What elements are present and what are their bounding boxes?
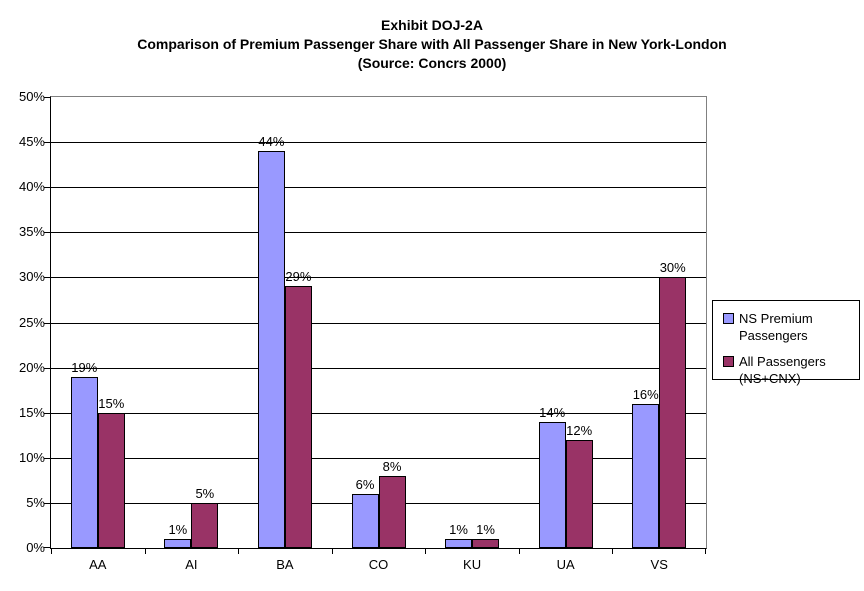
x-axis-category-label: VS	[650, 557, 668, 572]
bar-all-passengers-co	[378, 475, 406, 548]
gridline	[51, 277, 706, 279]
legend-entry-ns-premium: NS Premium Passengers	[723, 310, 855, 344]
bar-all-passengers-ku	[472, 538, 500, 548]
bar-ns-premium-co	[351, 493, 379, 548]
gridline	[51, 187, 706, 189]
bar-ns-premium-ua	[538, 421, 566, 548]
y-axis-tick-label: 10%	[18, 449, 45, 465]
bar-value-label-all-passengers-ua: 12%	[566, 422, 593, 438]
bar-value-label-all-passengers-aa: 15%	[98, 395, 125, 411]
y-axis-tick-label: 20%	[18, 359, 45, 375]
y-axis-tick	[44, 232, 50, 234]
y-axis-tick-label: 5%	[26, 494, 45, 510]
x-axis-category-label: UA	[556, 557, 575, 572]
bar-all-passengers-ai	[191, 502, 219, 548]
x-axis-tick	[145, 548, 146, 554]
gridline	[51, 322, 706, 324]
y-axis-tick	[44, 412, 50, 414]
x-axis-category-label: AI	[185, 557, 198, 572]
plot-area: 0% 5% 10% 15% 20% 25% 30% 35% 40% 45% 50% AA AI BA CO K…	[19, 89, 707, 572]
bar-value-label-all-passengers-ba: 29%	[285, 269, 312, 285]
gridline	[51, 367, 706, 369]
y-axis-tick	[44, 142, 50, 144]
legend-entry-all-passengers: All Passengers (NS+CNX)	[723, 353, 855, 387]
x-axis-tick	[238, 548, 239, 554]
bar-all-passengers-vs	[659, 277, 687, 548]
y-axis-tick-label: 15%	[18, 404, 45, 420]
bar-value-label-ns-premium-co: 6%	[355, 476, 375, 492]
y-axis-tick-label: 45%	[18, 134, 45, 150]
y-axis-tick	[44, 547, 50, 548]
chart-title: Exhibit DOJ-2A Comparison of Premium Pas…	[0, 16, 864, 73]
bar-value-label-ns-premium-ua: 14%	[539, 404, 566, 420]
y-axis-tick-label: 50%	[18, 89, 45, 104]
gridline	[51, 142, 706, 144]
bar-ns-premium-ba	[257, 151, 285, 548]
legend-marker-all-passengers-icon	[723, 356, 734, 367]
y-axis-tick-label: 25%	[18, 314, 45, 330]
legend-marker-ns-premium-icon	[723, 313, 734, 324]
x-axis-tick	[425, 548, 426, 554]
chart-title-line1: Exhibit DOJ-2A	[381, 17, 483, 33]
bar-value-label-all-passengers-co: 8%	[382, 458, 402, 474]
bar-all-passengers-ua	[565, 439, 593, 548]
bar-ns-premium-ai	[164, 538, 192, 548]
x-axis-category-label: KU	[463, 557, 482, 572]
y-axis-tick-label: 30%	[18, 269, 45, 285]
x-axis-tick	[612, 548, 613, 554]
legend-label-all-passengers: All Passengers (NS+CNX)	[739, 354, 826, 386]
x-axis-category-label: AA	[89, 557, 107, 572]
legend: NS Premium Passengers All Passengers (NS…	[712, 300, 860, 386]
gridline	[51, 457, 706, 459]
x-axis-category-label: BA	[276, 557, 294, 572]
y-axis-tick	[44, 187, 50, 189]
chart-title-line2: Comparison of Premium Passenger Share wi…	[137, 36, 727, 52]
gridline	[51, 412, 706, 414]
y-axis-tick	[44, 97, 50, 98]
y-axis-tick-label: 40%	[18, 179, 45, 195]
bar-ns-premium-aa	[70, 376, 98, 548]
y-axis-tick	[44, 457, 50, 459]
bar-value-label-ns-premium-aa: 19%	[71, 359, 98, 375]
bar-value-label-ns-premium-ai: 1%	[168, 521, 188, 537]
bar-ns-premium-ku	[445, 538, 473, 548]
gridline	[51, 232, 706, 234]
legend-label-ns-premium: NS Premium Passengers	[739, 311, 813, 343]
bar-value-label-ns-premium-ba: 44%	[258, 134, 285, 150]
y-axis-tick	[44, 367, 50, 369]
x-axis-tick	[332, 548, 333, 554]
bar-all-passengers-ba	[284, 286, 312, 548]
x-axis-category-label: CO	[368, 557, 389, 572]
bar-value-label-all-passengers-ai: 5%	[195, 485, 215, 501]
bar-ns-premium-vs	[632, 403, 660, 548]
y-axis-tick-label: 35%	[18, 224, 45, 240]
bar-value-label-all-passengers-ku: 1%	[476, 521, 495, 537]
y-axis-tick	[44, 322, 50, 324]
x-axis-tick	[51, 548, 52, 554]
bar-value-label-all-passengers-vs: 30%	[659, 260, 686, 276]
y-axis-tick	[44, 277, 50, 279]
y-axis-tick-label: 0%	[26, 540, 45, 555]
x-axis-tick	[705, 548, 706, 554]
bar-value-label-ns-premium-ku: 1%	[449, 521, 468, 537]
bar-value-label-ns-premium-vs: 16%	[632, 386, 659, 402]
x-axis-tick	[519, 548, 520, 554]
y-axis-tick	[44, 502, 50, 504]
chart-title-line3: (Source: Concrs 2000)	[357, 55, 507, 71]
bar-all-passengers-aa	[97, 412, 125, 548]
